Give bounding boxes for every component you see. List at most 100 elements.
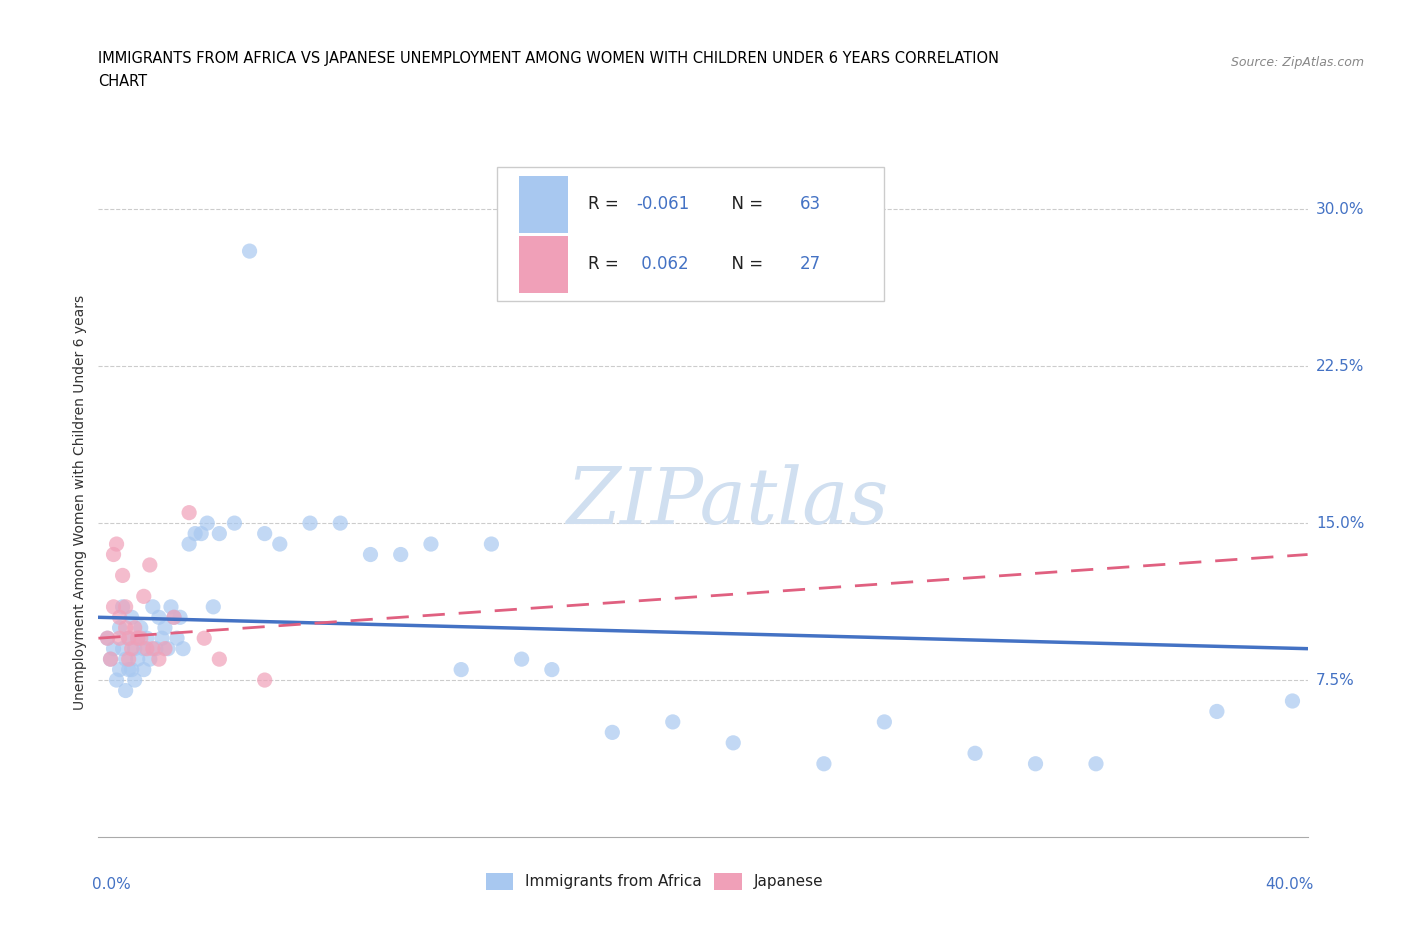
Point: [108, 631, 131, 645]
Text: 7.5%: 7.5%: [1316, 672, 1354, 687]
Point: [148, 610, 170, 625]
Point: [540, 662, 562, 677]
Point: [602, 725, 624, 740]
Point: [114, 683, 136, 698]
Text: ZIPatlas: ZIPatlas: [567, 464, 889, 540]
Point: [111, 600, 134, 615]
Text: 22.5%: 22.5%: [1316, 359, 1364, 374]
Point: [481, 537, 503, 551]
Point: [193, 631, 215, 645]
Point: [163, 610, 186, 625]
Point: [510, 652, 533, 667]
Point: [114, 652, 136, 667]
Point: [420, 537, 443, 551]
Text: N =: N =: [721, 256, 769, 273]
Point: [135, 642, 157, 657]
Point: [160, 600, 183, 615]
Point: [208, 526, 231, 541]
Point: [103, 642, 125, 657]
Point: [118, 662, 141, 677]
Point: [299, 516, 322, 531]
Point: [145, 642, 167, 657]
Point: [253, 672, 276, 687]
Point: [156, 642, 179, 657]
Point: [269, 537, 291, 551]
Text: R =: R =: [588, 195, 624, 213]
Point: [195, 516, 218, 531]
Point: [661, 714, 683, 729]
Point: [139, 652, 162, 667]
Point: [723, 736, 745, 751]
Point: [124, 620, 146, 635]
Point: [163, 610, 186, 625]
Point: [114, 620, 136, 635]
Point: [179, 537, 201, 551]
Point: [813, 756, 835, 771]
Point: [450, 662, 472, 677]
Point: [108, 620, 131, 635]
Point: [153, 620, 176, 635]
Point: [965, 746, 987, 761]
Point: [100, 652, 122, 667]
Text: IMMIGRANTS FROM AFRICA VS JAPANESE UNEMPLOYMENT AMONG WOMEN WITH CHILDREN UNDER : IMMIGRANTS FROM AFRICA VS JAPANESE UNEMP…: [98, 51, 1000, 66]
Point: [184, 526, 207, 541]
Point: [172, 642, 194, 657]
Text: -0.061: -0.061: [637, 195, 690, 213]
Point: [127, 631, 149, 645]
Point: [142, 642, 165, 657]
Point: [124, 642, 146, 657]
Text: 27: 27: [800, 256, 821, 273]
Point: [224, 516, 246, 531]
Point: [129, 620, 152, 635]
Point: [873, 714, 896, 729]
Point: [360, 547, 382, 562]
Point: [111, 642, 134, 657]
Point: [389, 547, 412, 562]
Point: [108, 610, 131, 625]
Point: [1085, 756, 1108, 771]
Text: 63: 63: [800, 195, 821, 213]
Point: [148, 652, 170, 667]
Text: CHART: CHART: [98, 74, 148, 89]
Point: [135, 631, 157, 645]
Point: [103, 600, 125, 615]
Text: 40.0%: 40.0%: [1265, 877, 1313, 892]
Point: [129, 631, 152, 645]
Point: [1206, 704, 1229, 719]
Legend: Immigrants from Africa, Japanese: Immigrants from Africa, Japanese: [479, 867, 830, 897]
Point: [105, 672, 128, 687]
FancyBboxPatch shape: [498, 167, 884, 301]
Point: [329, 516, 352, 531]
Point: [100, 652, 122, 667]
Point: [124, 672, 146, 687]
Point: [132, 642, 155, 657]
Point: [202, 600, 225, 615]
Point: [96, 631, 118, 645]
Text: 0.0%: 0.0%: [93, 877, 131, 892]
Point: [150, 631, 173, 645]
Point: [118, 631, 141, 645]
Text: R =: R =: [588, 256, 624, 273]
FancyBboxPatch shape: [519, 236, 568, 293]
Text: 0.062: 0.062: [637, 256, 689, 273]
Point: [111, 568, 134, 583]
Point: [1024, 756, 1046, 771]
Point: [253, 526, 276, 541]
Point: [114, 600, 136, 615]
Point: [96, 631, 118, 645]
Point: [1281, 694, 1303, 709]
Point: [169, 610, 191, 625]
Point: [121, 662, 143, 677]
Text: 30.0%: 30.0%: [1316, 202, 1364, 217]
Point: [121, 610, 143, 625]
Point: [179, 505, 201, 520]
Point: [142, 600, 165, 615]
Y-axis label: Unemployment Among Women with Children Under 6 years: Unemployment Among Women with Children U…: [73, 295, 87, 710]
Point: [103, 547, 125, 562]
Text: 15.0%: 15.0%: [1316, 515, 1364, 531]
Point: [132, 662, 155, 677]
Point: [105, 537, 128, 551]
FancyBboxPatch shape: [519, 176, 568, 232]
Point: [118, 631, 141, 645]
Point: [118, 652, 141, 667]
